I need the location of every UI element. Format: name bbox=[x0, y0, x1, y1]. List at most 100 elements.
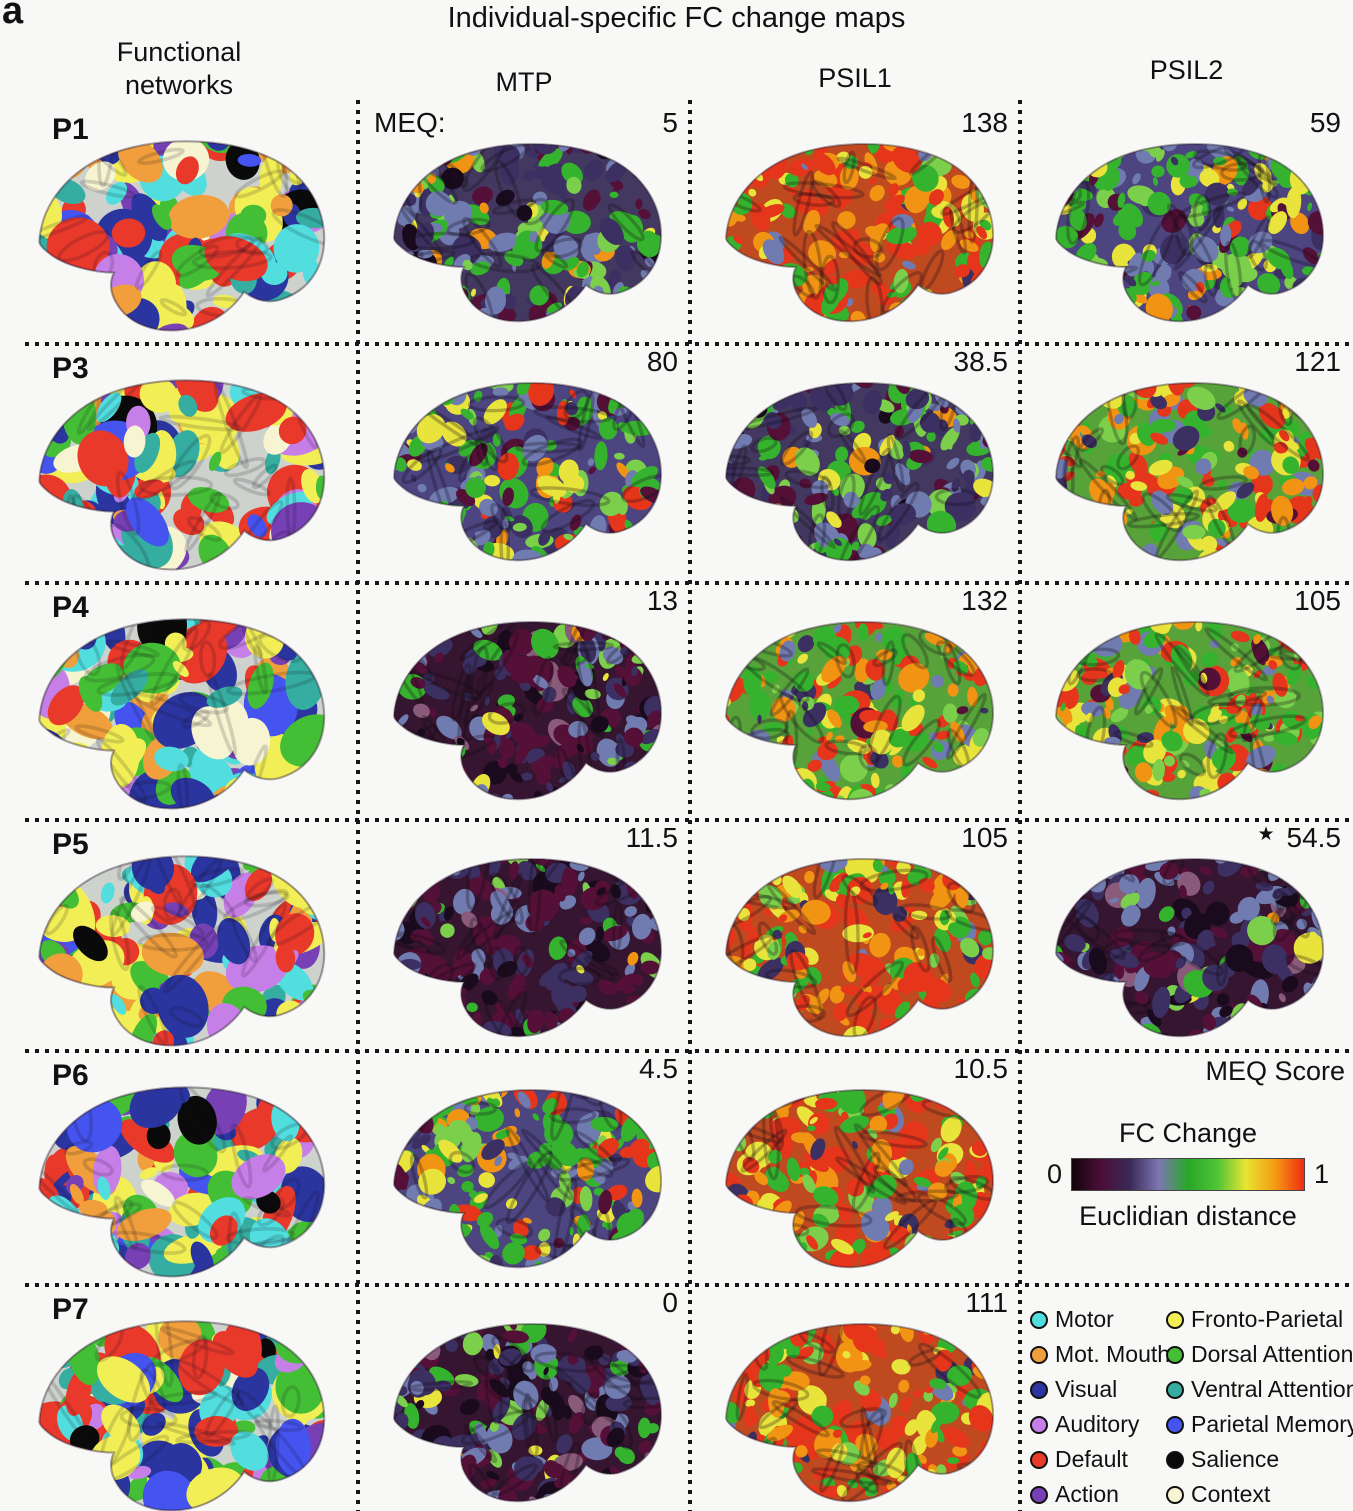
cell-p1-networks: P1 bbox=[0, 105, 358, 344]
mtp-fc-change-brain bbox=[373, 601, 675, 811]
legend-item: Motor bbox=[1030, 1306, 1160, 1333]
mtp-fc-change-brain bbox=[373, 362, 675, 572]
network-color-dot bbox=[1030, 1345, 1048, 1364]
column-divider-1 bbox=[356, 100, 360, 1511]
cell-p5-networks: P5 bbox=[0, 820, 358, 1051]
network-color-dot bbox=[1166, 1485, 1184, 1504]
meq-score-value: 13 bbox=[646, 585, 678, 616]
cell-p4-psil2: 105 bbox=[1020, 583, 1353, 820]
colorbar-title: FC Change bbox=[1118, 1118, 1258, 1148]
colorbar-gradient bbox=[1071, 1158, 1305, 1191]
column-header-functional-networks: Functional networks bbox=[0, 36, 358, 102]
network-name: Mot. Mouth bbox=[1055, 1341, 1171, 1367]
mtp-fc-change-brain bbox=[373, 1069, 675, 1279]
row-divider-3 bbox=[25, 818, 1353, 822]
row-divider-1 bbox=[25, 342, 1353, 346]
functional-networks-brain bbox=[8, 1065, 348, 1285]
meq-score-value: 121 bbox=[1294, 346, 1341, 377]
psil1-fc-change-brain bbox=[705, 362, 1007, 572]
column-header-line2: networks bbox=[124, 70, 234, 100]
cell-p7-networks: P7 bbox=[0, 1285, 358, 1511]
network-name: Action bbox=[1055, 1481, 1119, 1507]
mtp-fc-change-brain bbox=[373, 123, 675, 333]
row-divider-4 bbox=[25, 1049, 1353, 1053]
cell-p7-mtp: 0 bbox=[358, 1285, 690, 1511]
cell-p6-mtp: 4.5 bbox=[358, 1051, 690, 1285]
meq-score-value: 0 bbox=[662, 1287, 678, 1318]
column-header-line1: Functional bbox=[116, 37, 242, 67]
participant-label: P1 bbox=[52, 113, 89, 146]
psil1-fc-change-brain bbox=[705, 601, 1007, 811]
network-color-dot bbox=[1030, 1485, 1048, 1504]
network-name: Ventral Attention bbox=[1191, 1376, 1353, 1402]
participant-label: P5 bbox=[52, 828, 89, 861]
cell-p5-psil2: ★ 54.5 bbox=[1020, 820, 1353, 1051]
legend-item: Visual bbox=[1030, 1376, 1160, 1403]
colorbar-max-label: 1 bbox=[1314, 1159, 1330, 1189]
functional-networks-brain bbox=[8, 834, 348, 1051]
network-name: Salience bbox=[1191, 1446, 1280, 1472]
psil1-fc-change-brain bbox=[705, 1069, 1007, 1279]
row-divider-5 bbox=[25, 1283, 1353, 1287]
participant-label: P7 bbox=[52, 1293, 89, 1326]
network-name: Auditory bbox=[1055, 1411, 1140, 1437]
functional-networks-brain bbox=[8, 1299, 348, 1511]
network-name: Motor bbox=[1055, 1306, 1114, 1332]
panel-letter: a bbox=[2, 0, 24, 32]
network-color-dot bbox=[1030, 1415, 1048, 1434]
meq-score-value: 111 bbox=[965, 1287, 1008, 1318]
functional-networks-brain bbox=[8, 358, 348, 582]
psil1-fc-change-brain bbox=[705, 838, 1007, 1048]
legend-item: Action bbox=[1030, 1481, 1160, 1508]
psil2-fc-change-brain bbox=[1035, 362, 1337, 572]
psil2-fc-change-brain bbox=[1035, 838, 1337, 1048]
network-legend: Motor Mot. Mouth Visual Auditory Default Acti… bbox=[1030, 1306, 1353, 1508]
meq-score-value: ★ 54.5 bbox=[1257, 822, 1341, 853]
functional-networks-brain bbox=[8, 597, 348, 820]
network-name: Default bbox=[1055, 1446, 1128, 1472]
psil1-fc-change-brain bbox=[705, 1303, 1007, 1511]
column-header-psil2: PSIL2 bbox=[1149, 55, 1224, 85]
legend-item: Fronto-Parietal bbox=[1166, 1306, 1353, 1333]
colorbar-row: 0 1 bbox=[1032, 1158, 1344, 1191]
fc-change-colorbar: FC Change 0 1 Euclidian distance bbox=[1032, 1118, 1344, 1232]
legend-item: Context bbox=[1166, 1481, 1353, 1508]
cell-p5-psil1: 105 bbox=[690, 820, 1020, 1051]
cell-p3-mtp: 80 bbox=[358, 344, 690, 583]
network-color-dot bbox=[1030, 1310, 1048, 1329]
network-color-dot bbox=[1030, 1450, 1048, 1469]
colorbar-caption: Euclidian distance bbox=[1079, 1201, 1297, 1231]
cell-p5-mtp: 11.5 bbox=[358, 820, 690, 1051]
legend-column-left: Motor Mot. Mouth Visual Auditory Default Acti… bbox=[1030, 1306, 1170, 1508]
mtp-fc-change-brain bbox=[373, 838, 675, 1048]
cell-p1-psil1: 138 bbox=[690, 105, 1020, 344]
participant-label: P3 bbox=[52, 352, 89, 385]
meq-score-caption: MEQ Score bbox=[1205, 1056, 1345, 1086]
psil1-fc-change-brain bbox=[705, 123, 1007, 333]
meq-score-value: 4.5 bbox=[639, 1053, 678, 1084]
network-name: Context bbox=[1191, 1481, 1271, 1507]
network-color-dot bbox=[1166, 1450, 1184, 1469]
legend-item: Mot. Mouth bbox=[1030, 1341, 1170, 1368]
column-divider-3 bbox=[1018, 100, 1022, 1511]
network-name: Visual bbox=[1055, 1376, 1118, 1402]
cell-p6-networks: P6 bbox=[0, 1051, 358, 1285]
network-color-dot bbox=[1030, 1380, 1048, 1399]
column-header-psil1: PSIL1 bbox=[818, 63, 892, 93]
figure-grid: P1 MEQ: 5 138 59 P3 80 38.5 121 P4 13 132 105 P5 11.5 1… bbox=[0, 105, 1353, 1511]
cell-p1-mtp: MEQ: 5 bbox=[358, 105, 690, 344]
psil2-fc-change-brain bbox=[1035, 123, 1337, 333]
psil2-fc-change-brain bbox=[1035, 601, 1337, 811]
network-name: Dorsal Attention bbox=[1191, 1341, 1353, 1367]
functional-networks-brain bbox=[8, 119, 348, 343]
legend-item: Default bbox=[1030, 1446, 1160, 1473]
meq-score-value: 105 bbox=[1294, 585, 1341, 616]
participant-label: P6 bbox=[52, 1059, 89, 1092]
legend-column-right: Fronto-Parietal Dorsal Attention Ventral A… bbox=[1166, 1306, 1353, 1508]
significance-marker: ★ bbox=[1257, 824, 1275, 845]
network-color-dot bbox=[1166, 1380, 1184, 1399]
meq-score-value: 105 bbox=[961, 822, 1008, 853]
column-divider-2 bbox=[688, 100, 692, 1511]
cell-p4-mtp: 13 bbox=[358, 583, 690, 820]
